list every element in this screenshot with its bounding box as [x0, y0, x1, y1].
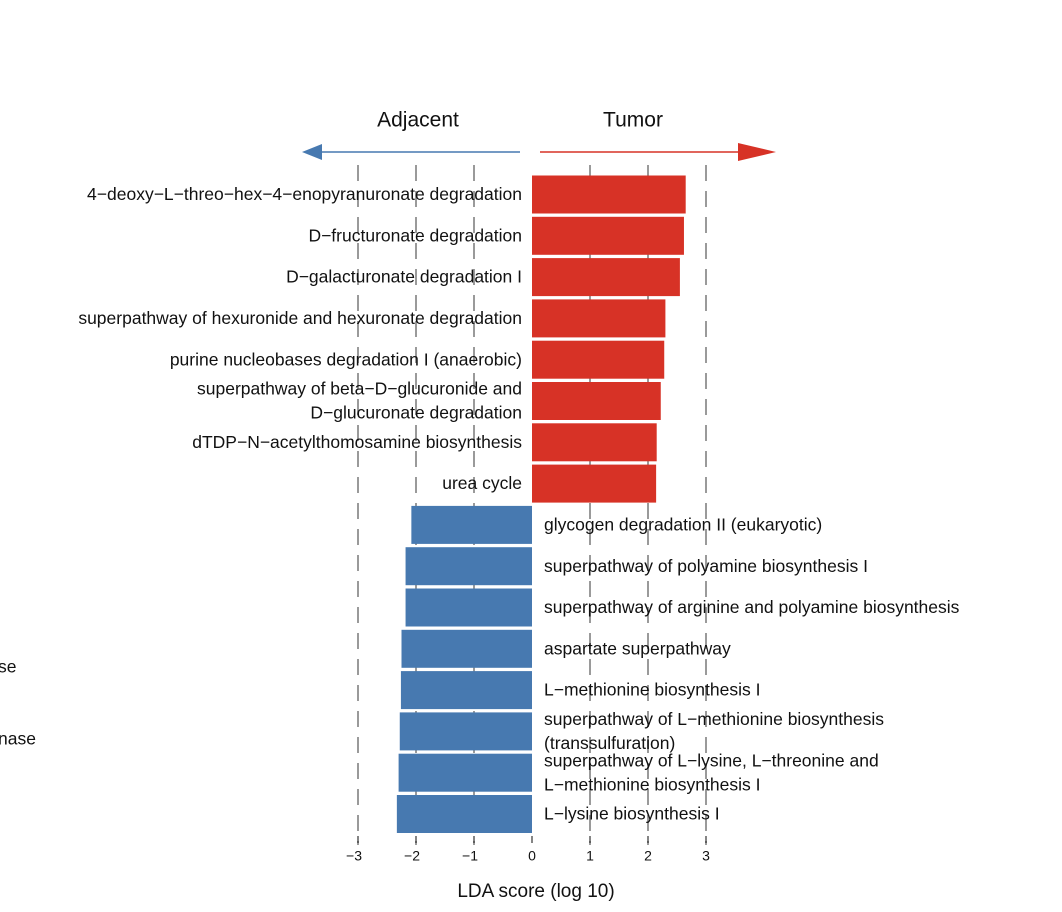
bar	[532, 175, 686, 214]
bar	[532, 216, 684, 255]
bar	[532, 258, 680, 297]
x-axis-title: LDA score (log 10)	[457, 881, 614, 902]
bar	[532, 299, 666, 338]
tumor-arrowhead	[738, 143, 776, 161]
cropped-label: nase	[0, 729, 36, 749]
adjacent-arrowhead	[302, 144, 322, 160]
x-tick-label: −2	[404, 848, 420, 864]
cropped-labels: se nase	[0, 657, 36, 749]
bar-labels: 4−deoxy−L−threo−hex−4−enopyranuronate de…	[78, 184, 959, 824]
bar	[400, 671, 532, 710]
bar-label: superpathway of L−lysine, L−threonine an…	[544, 750, 879, 770]
bar-label: superpathway of beta−D−glucuronide and	[197, 379, 522, 399]
bar-label: D−glucuronate degradation	[310, 403, 522, 423]
x-axis: −3 −2 −1 0 1 2 3	[346, 836, 710, 864]
x-tick-label: 2	[644, 848, 652, 864]
bar	[532, 340, 665, 379]
bar	[405, 588, 532, 627]
bar	[399, 712, 532, 751]
bar-label: D−galacturonate degradation I	[286, 267, 522, 287]
x-tick-label: 3	[702, 848, 710, 864]
bar	[405, 547, 532, 586]
bar-label: superpathway of polyamine biosynthesis I	[544, 556, 868, 576]
bar-label: L−methionine biosynthesis I	[544, 680, 760, 700]
bar	[532, 382, 661, 420]
bar	[401, 629, 532, 668]
direction-arrows: Adjacent Tumor	[302, 109, 776, 161]
bar	[396, 795, 532, 833]
cropped-label: se	[0, 657, 16, 677]
bar	[532, 464, 657, 503]
bar-label: L−methionine biosynthesis I	[544, 774, 760, 794]
bar-label: 4−deoxy−L−threo−hex−4−enopyranuronate de…	[87, 184, 522, 204]
bar-label: D−fructuronate degradation	[308, 225, 522, 245]
bar	[411, 505, 532, 544]
bar-label: superpathway of arginine and polyamine b…	[544, 597, 960, 617]
x-tick-label: 0	[528, 848, 536, 864]
bar-label: L−lysine biosynthesis I	[544, 804, 720, 824]
x-tick-label: −1	[462, 848, 478, 864]
bar-label: aspartate superpathway	[544, 638, 731, 658]
bar-label: superpathway of L−methionine biosynthesi…	[544, 709, 884, 729]
bar-label: dTDP−N−acetylthomosamine biosynthesis	[192, 432, 522, 452]
adjacent-group-label: Adjacent	[377, 109, 459, 132]
x-tick-label: −3	[346, 848, 362, 864]
bar-label: (transsulfuration)	[544, 733, 675, 753]
bar	[398, 753, 532, 792]
bar-label: urea cycle	[442, 473, 522, 493]
x-tick-label: 1	[586, 848, 594, 864]
bar	[532, 423, 657, 462]
bar-label: superpathway of hexuronide and hexuronat…	[78, 308, 522, 328]
tumor-group-label: Tumor	[603, 109, 663, 132]
bar-label: glycogen degradation II (eukaryotic)	[544, 515, 822, 535]
bar-label: purine nucleobases degradation I (anaero…	[170, 349, 522, 369]
bars	[396, 175, 686, 833]
